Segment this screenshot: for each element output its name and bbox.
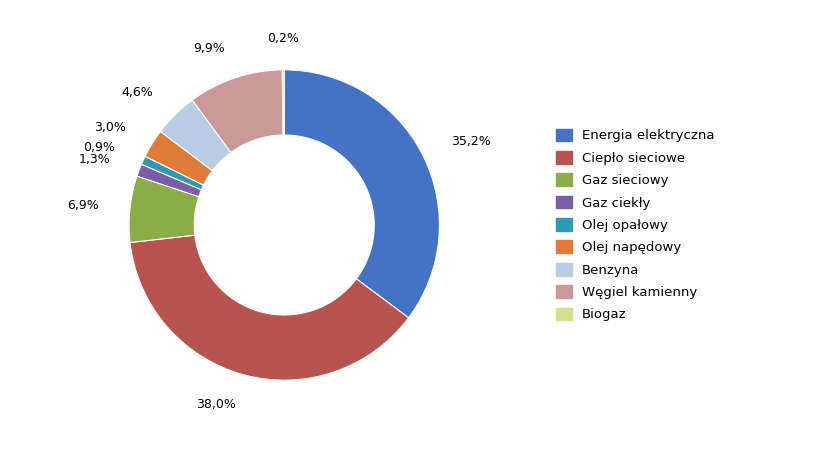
Wedge shape bbox=[161, 100, 231, 171]
Wedge shape bbox=[192, 70, 283, 153]
Text: 0,9%: 0,9% bbox=[83, 141, 115, 154]
Text: 1,3%: 1,3% bbox=[79, 153, 110, 166]
Text: 6,9%: 6,9% bbox=[67, 199, 99, 212]
Wedge shape bbox=[130, 235, 409, 380]
Wedge shape bbox=[129, 176, 199, 243]
Wedge shape bbox=[141, 156, 203, 190]
Wedge shape bbox=[283, 70, 284, 135]
Text: 38,0%: 38,0% bbox=[196, 398, 236, 411]
Text: 3,0%: 3,0% bbox=[94, 121, 125, 134]
Wedge shape bbox=[145, 131, 212, 185]
Text: 4,6%: 4,6% bbox=[122, 86, 153, 99]
Text: 35,2%: 35,2% bbox=[451, 135, 491, 148]
Legend: Energia elektryczna, Ciepło sieciowe, Gaz sieciowy, Gaz ciekły, Olej opałowy, Ol: Energia elektryczna, Ciepło sieciowe, Ga… bbox=[552, 125, 719, 325]
Wedge shape bbox=[137, 164, 201, 197]
Text: 9,9%: 9,9% bbox=[193, 42, 225, 55]
Wedge shape bbox=[284, 70, 440, 318]
Text: 0,2%: 0,2% bbox=[268, 32, 299, 45]
